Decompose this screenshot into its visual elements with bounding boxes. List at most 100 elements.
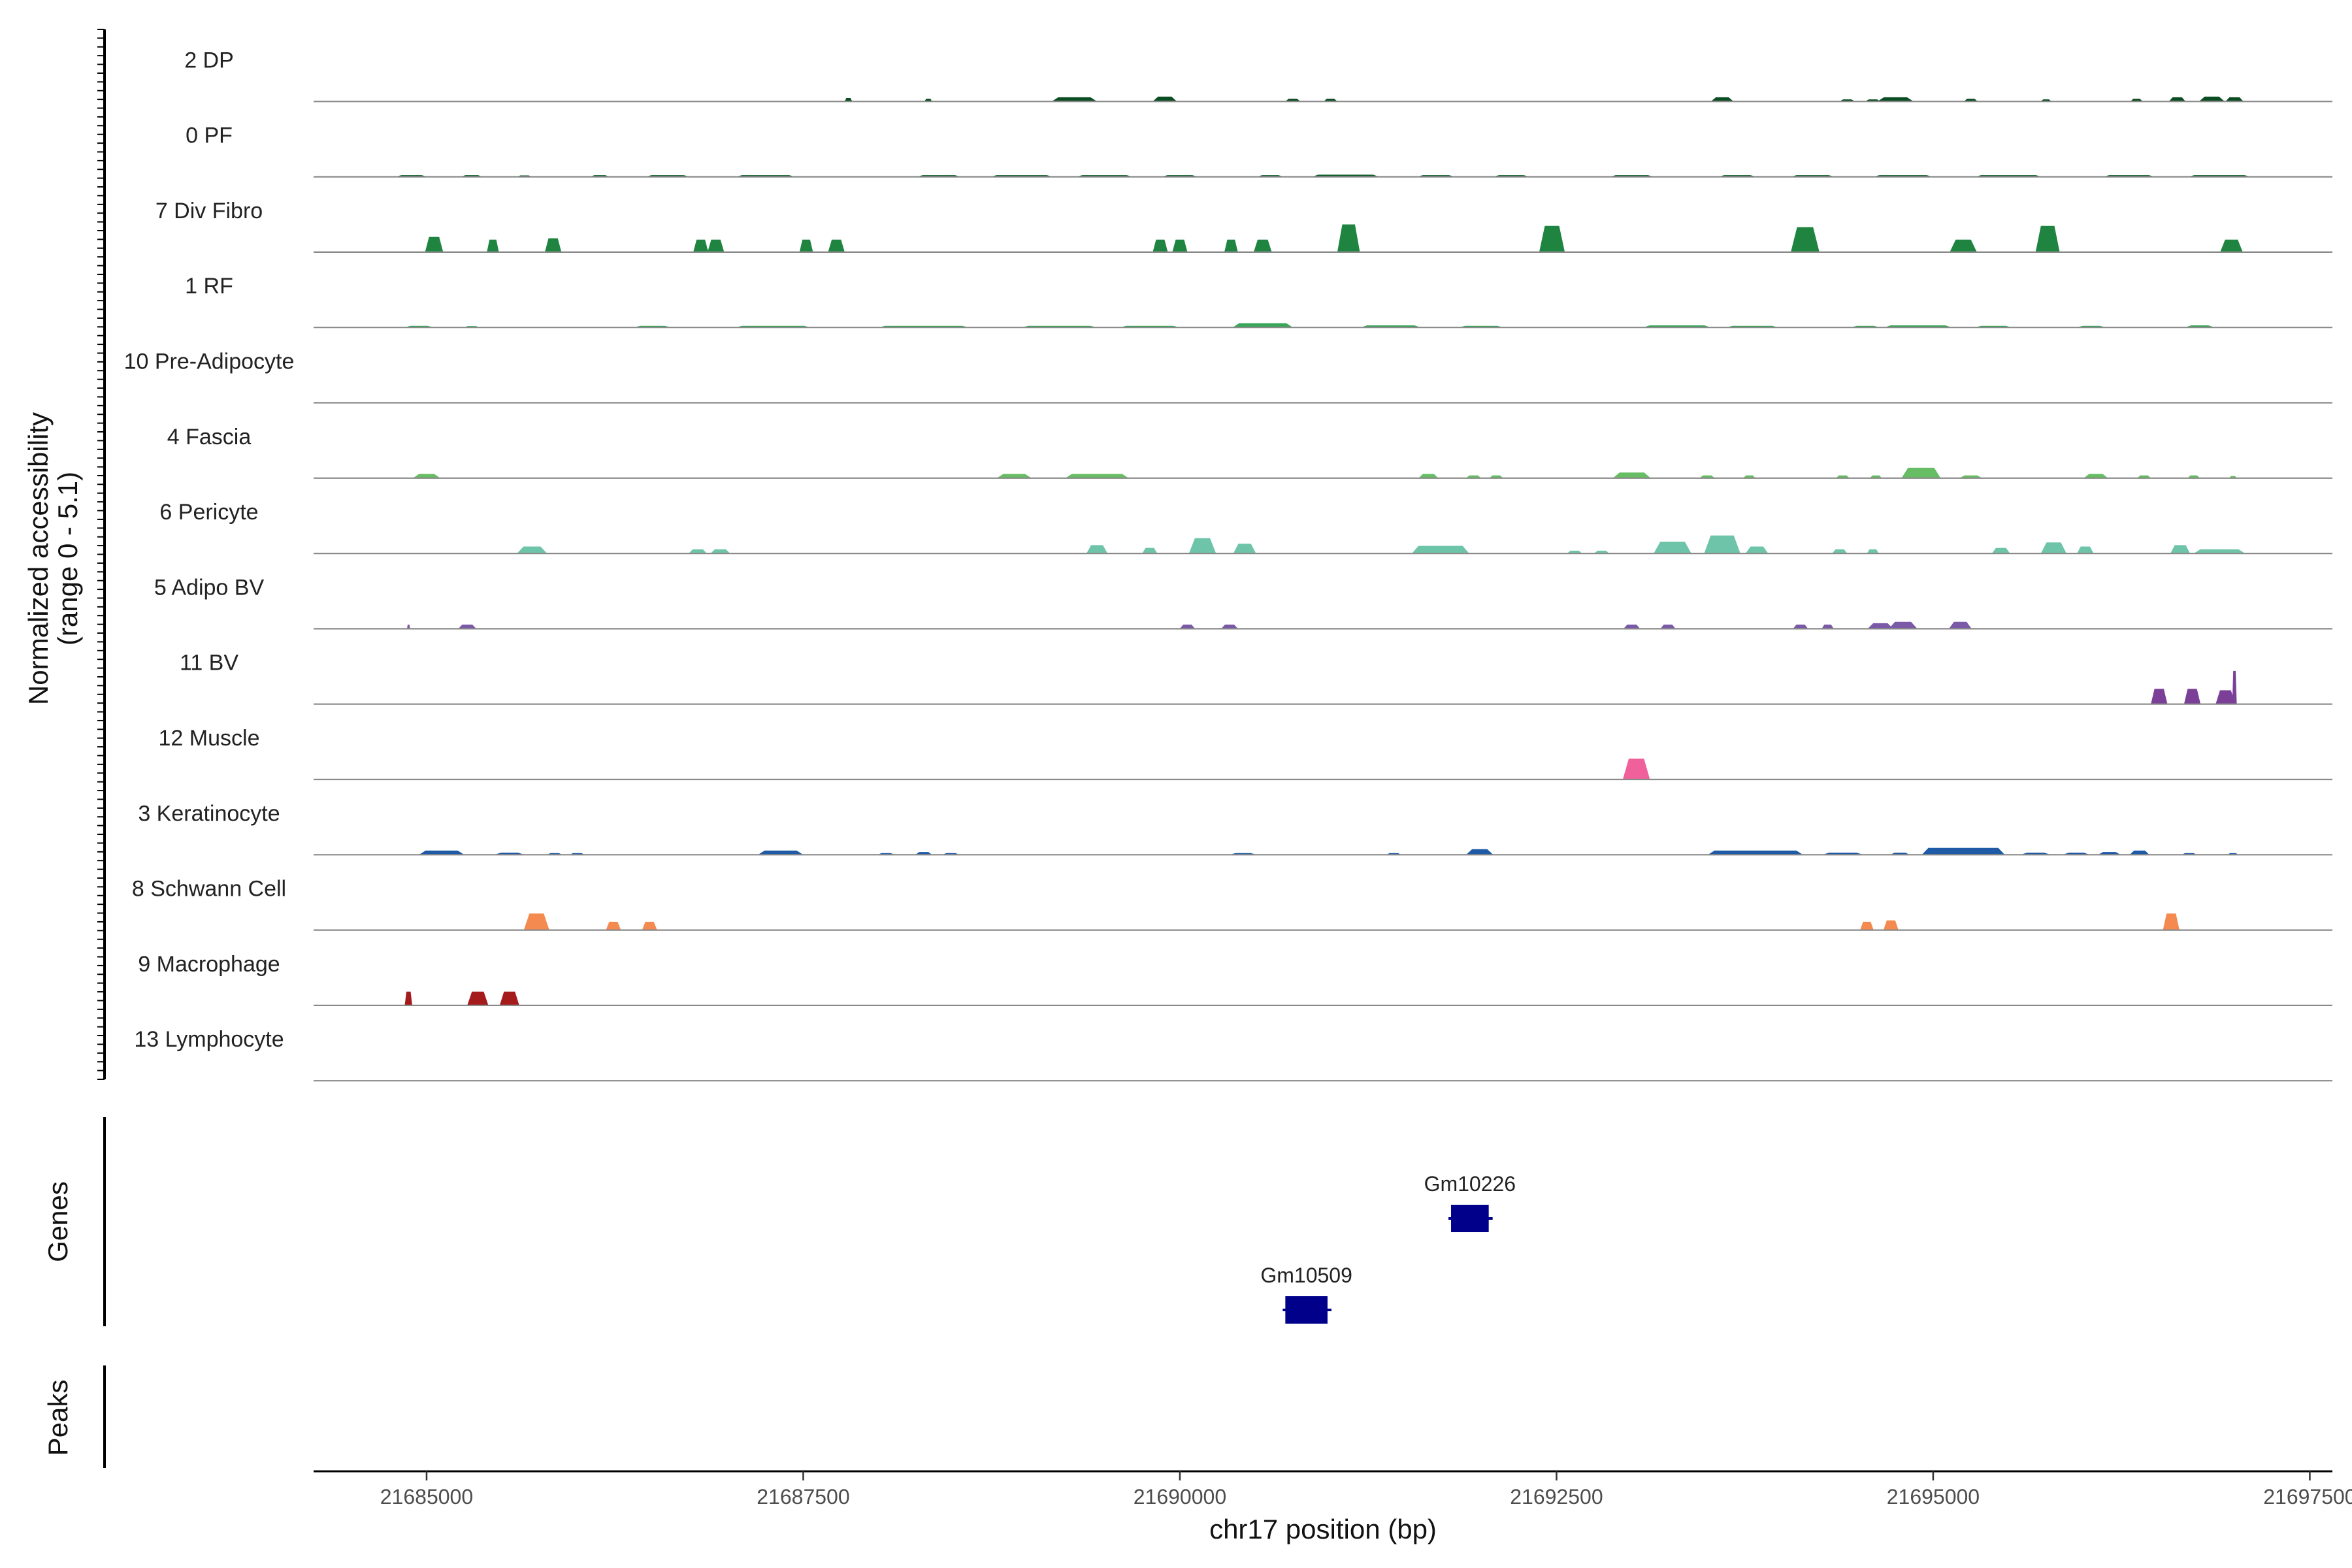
coverage-peak — [2198, 96, 2225, 102]
coverage-peak — [1622, 759, 1650, 779]
track-5-adipo-bv: 5 Adipo BV — [154, 575, 2332, 630]
coverage-peak — [2232, 670, 2237, 704]
coverage-tracks: 2 DP 0 PF 7 Div Fibro 1 RF 10 Pre-Adipocyte 4… — [124, 48, 2332, 1082]
track-9-macrophage: 9 Macrophage — [138, 952, 2332, 1007]
coverage-peak — [1221, 625, 1238, 629]
coverage-peak — [407, 625, 410, 629]
coverage-peak — [1253, 239, 1272, 252]
coverage-peak — [1612, 472, 1651, 478]
peaks-track-label: Peaks — [42, 1380, 73, 1456]
coverage-peak — [419, 850, 465, 855]
track-label: 11 BV — [180, 651, 238, 676]
gene-track: Genes Gm10226 Gm10509 — [42, 1117, 1516, 1326]
track-6-pericyte: 6 Pericyte — [159, 500, 2332, 555]
coverage-peak — [1172, 239, 1188, 252]
coverage-peak — [1179, 625, 1195, 629]
coverage-peak — [1418, 474, 1439, 478]
y-axis-title: Normalized accessibility (range 0 - 5.1) — [23, 412, 83, 705]
coverage-peak — [2035, 225, 2060, 252]
coverage-peak — [1337, 224, 1360, 252]
track-8-schwann-cell: 8 Schwann Cell — [132, 877, 2332, 931]
track-label: 6 Pericyte — [159, 500, 258, 525]
y-axis-title-line-2: (range 0 - 5.1) — [52, 472, 83, 645]
coverage-peak — [2129, 850, 2149, 855]
x-tick-label: 21690000 — [1134, 1485, 1226, 1509]
track-label: 12 Muscle — [159, 726, 260, 751]
coverage-peak — [2193, 549, 2246, 554]
coverage-peak — [1466, 849, 1494, 855]
coverage-peak — [1233, 544, 1256, 554]
coverage-peak — [1051, 97, 1098, 102]
coverage-peak — [2077, 546, 2094, 554]
coverage-peak — [1654, 542, 1691, 554]
track-label: 1 RF — [185, 274, 233, 299]
coverage-peak — [1708, 850, 1803, 855]
coverage-peak — [2151, 689, 2168, 704]
coverage-peak — [2168, 97, 2186, 102]
coverage-peak — [404, 991, 412, 1005]
coverage-peak — [2170, 545, 2191, 554]
coverage-peak — [467, 991, 489, 1005]
coverage-peak — [1832, 549, 1848, 554]
y-axis-title-line-1: Normalized accessibility — [23, 412, 54, 705]
coverage-peak — [523, 913, 549, 930]
coverage-peak — [844, 98, 853, 102]
coverage-peak — [2225, 97, 2244, 102]
coverage-peak — [2183, 689, 2201, 704]
coverage-peak — [1949, 621, 1972, 629]
track-label: 8 Schwann Cell — [132, 877, 286, 902]
coverage-peak — [545, 238, 562, 252]
coverage-peak — [693, 239, 709, 252]
coverage-peak — [2220, 239, 2243, 252]
coverage-peak — [2083, 474, 2108, 478]
coverage-peak — [1704, 535, 1740, 554]
track-0-pf: 0 PF — [186, 123, 2332, 178]
coverage-peak — [1921, 847, 2005, 855]
track-label: 2 DP — [184, 48, 234, 73]
coverage-peak — [2163, 913, 2180, 930]
gene-gm10509: Gm10509 — [1260, 1264, 1352, 1324]
left-axes — [97, 29, 106, 1080]
gene-label: Gm10226 — [1424, 1172, 1516, 1196]
track-label: 9 Macrophage — [138, 952, 280, 977]
gene-exon — [1285, 1296, 1328, 1324]
coverage-peak — [1793, 625, 1808, 629]
coverage-peak — [642, 921, 657, 930]
coverage-peak — [710, 549, 730, 554]
x-tick-label: 21685000 — [380, 1485, 473, 1509]
coverage-peak — [828, 239, 845, 252]
x-axis-ticks: 21685000 21687500 21690000 21692500 21695000… — [380, 1471, 2352, 1509]
coverage-peak — [1232, 323, 1293, 328]
gene-label: Gm10509 — [1260, 1264, 1352, 1287]
coverage-peak — [799, 239, 813, 252]
coverage-peak — [606, 921, 621, 930]
coverage-peak — [1152, 239, 1168, 252]
coverage-peak — [2040, 542, 2066, 554]
coverage-peak — [2215, 690, 2236, 704]
coverage-peak — [1821, 625, 1834, 629]
coverage-peak — [1877, 97, 1914, 102]
coverage-peak — [1624, 625, 1641, 629]
coverage-peak — [517, 546, 547, 554]
track-13-lymphocyte: 13 Lymphocyte — [134, 1027, 2332, 1082]
coverage-peak — [1710, 97, 1734, 102]
track-12-muscle: 12 Muscle — [159, 726, 2332, 781]
track-10-pre-adipocyte: 10 Pre-Adipocyte — [124, 350, 2332, 404]
coverage-peak — [758, 850, 804, 855]
x-axis: 21685000 21687500 21690000 21692500 21695000… — [314, 1470, 2352, 1544]
peaks-track: Peaks — [42, 1365, 106, 1468]
coverage-peak — [1745, 546, 1769, 554]
coverage-peak — [458, 625, 476, 629]
track-1-rf: 1 RF — [185, 274, 2332, 329]
coverage-peak — [1065, 474, 1129, 478]
x-tick-label: 21695000 — [1887, 1485, 1980, 1509]
coverage-peak — [1412, 546, 1469, 554]
x-tick-label: 21697500 — [2263, 1485, 2352, 1509]
genes-track-label: Genes — [42, 1181, 73, 1262]
coverage-peak — [1142, 547, 1158, 554]
x-axis-title: chr17 position (bp) — [1209, 1514, 1437, 1544]
coverage-peak — [1883, 920, 1899, 930]
track-label: 4 Fascia — [167, 425, 252, 449]
coverage-peak — [1152, 96, 1177, 102]
